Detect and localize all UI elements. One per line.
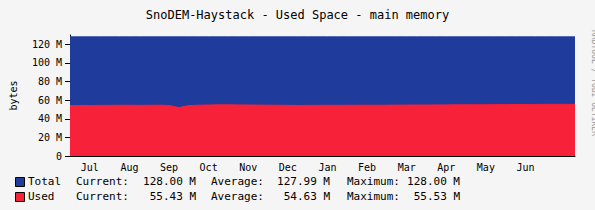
svg-text:40 M: 40 M xyxy=(38,113,62,124)
svg-text:Average:: Average: xyxy=(211,190,264,203)
svg-text:Average:: Average: xyxy=(211,175,264,188)
svg-text:RRDTOOL / TOBI OETIKER: RRDTOOL / TOBI OETIKER xyxy=(590,30,595,136)
svg-text:Maximum:: Maximum: xyxy=(347,175,400,188)
svg-text:Used: Used xyxy=(28,190,55,203)
svg-text:20 M: 20 M xyxy=(38,132,62,143)
svg-text:Jan: Jan xyxy=(318,162,336,173)
svg-text:120 M: 120 M xyxy=(32,39,62,50)
svg-text:Jun: Jun xyxy=(516,162,534,173)
svg-text:Dec: Dec xyxy=(279,162,297,173)
svg-text:Current:: Current: xyxy=(76,190,129,203)
svg-text:Oct: Oct xyxy=(200,162,218,173)
svg-text:55.53 M: 55.53 M xyxy=(414,190,461,203)
svg-text:Mar: Mar xyxy=(398,162,416,173)
svg-text:Nov: Nov xyxy=(239,162,257,173)
svg-text:Sep: Sep xyxy=(160,162,178,173)
svg-text:May: May xyxy=(477,162,495,173)
svg-text:128.00 M: 128.00 M xyxy=(143,175,196,188)
svg-text:Total: Total xyxy=(28,175,61,188)
svg-text:60 M: 60 M xyxy=(38,95,62,106)
svg-text:SnoDEM-Haystack - Used Space -: SnoDEM-Haystack - Used Space - main memo… xyxy=(146,8,449,22)
svg-text:Maximum:: Maximum: xyxy=(347,190,400,203)
svg-text:bytes: bytes xyxy=(8,80,19,110)
svg-text:127.99 M: 127.99 M xyxy=(277,175,330,188)
svg-text:Aug: Aug xyxy=(120,162,138,173)
svg-text:Jul: Jul xyxy=(81,162,99,173)
svg-text:55.43 M: 55.43 M xyxy=(150,190,197,203)
svg-text:Apr: Apr xyxy=(437,162,455,173)
svg-text:128.00 M: 128.00 M xyxy=(407,175,460,188)
svg-text:Feb: Feb xyxy=(358,162,376,173)
svg-text:0: 0 xyxy=(56,151,62,162)
svg-text:Current:: Current: xyxy=(76,175,129,188)
svg-text:100 M: 100 M xyxy=(32,57,62,68)
svg-text:54.63 M: 54.63 M xyxy=(284,190,331,203)
svg-text:80 M: 80 M xyxy=(38,76,62,87)
